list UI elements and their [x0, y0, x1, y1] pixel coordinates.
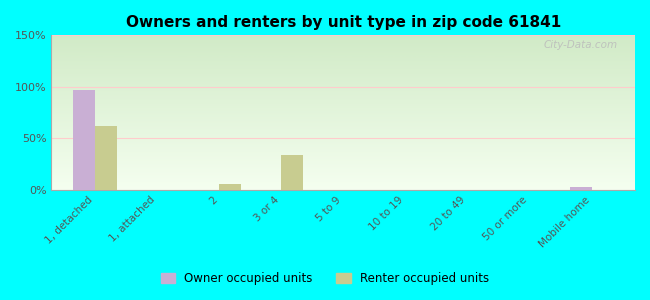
Bar	[219, 184, 240, 190]
Bar	[281, 155, 303, 190]
Bar	[95, 126, 116, 190]
Text: City-Data.com: City-Data.com	[543, 40, 618, 50]
Bar	[570, 187, 592, 190]
Legend: Owner occupied units, Renter occupied units: Owner occupied units, Renter occupied un…	[155, 266, 495, 291]
Title: Owners and renters by unit type in zip code 61841: Owners and renters by unit type in zip c…	[125, 15, 561, 30]
Bar	[73, 90, 95, 190]
